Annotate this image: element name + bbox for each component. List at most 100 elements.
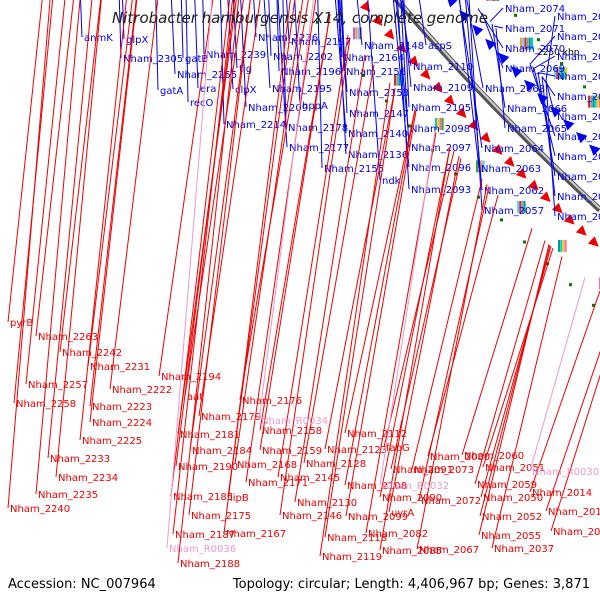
- feature-block: [476, 160, 478, 173]
- top-gene-label: Nham_2024: [557, 112, 600, 123]
- bottom-gene-label-leader: [478, 244, 550, 536]
- top-gene-label: ndk: [382, 176, 401, 187]
- bottom-gene-label-leader: [223, 0, 291, 534]
- feature-block: [480, 160, 483, 173]
- bottom-gene-label: Nham_2263: [38, 332, 98, 343]
- top-gene-label: Nham_2202: [273, 52, 333, 63]
- feature-block: [522, 37, 525, 50]
- forward-gene-arrow: [524, 79, 536, 92]
- bottom-gene-label-leader: [418, 186, 490, 501]
- top-gene-label: Nham_2148: [364, 41, 424, 52]
- forward-gene-arrow: [485, 38, 497, 51]
- bottom-gene-label: lipB: [230, 493, 249, 504]
- bottom-gene-label: Nham_2233: [50, 454, 110, 465]
- pseudo-gene-label-leader: [166, 0, 213, 549]
- feature-block: [554, 67, 556, 80]
- feature-block: [558, 67, 561, 80]
- feature-block: [517, 201, 519, 213]
- bottom-gene-label: Nham_2091: [393, 465, 453, 476]
- bottom-gene-label-leader: [172, 0, 233, 535]
- bottom-gene-label-leader: [87, 0, 133, 367]
- bottom-gene-label: Nham_2184: [192, 446, 252, 457]
- reverse-gene-arrow: [443, 94, 455, 106]
- bottom-gene-label: Nham_2119: [322, 552, 382, 563]
- feature-block: [528, 37, 531, 50]
- top-gene-label-leader: [489, 7, 504, 23]
- top-gene-label-leader: [491, 23, 506, 109]
- bottom-gene-label: aat: [187, 392, 203, 403]
- bottom-gene-label: Nham_2240: [10, 504, 70, 515]
- feature-block: [400, 73, 403, 86]
- bottom-gene-label-leader: [427, 195, 499, 457]
- top-gene-label: Nham_2026: [557, 72, 600, 83]
- top-gene-label-leader: [277, 0, 288, 148]
- top-gene-label-leader: [282, 0, 287, 128]
- top-gene-label-leader: [194, 0, 199, 89]
- bottom-gene-label: Nham_2112: [347, 429, 407, 440]
- pseudo-gene-label: Nham_R0030: [532, 467, 599, 478]
- top-gene-label: Nham_2029: [557, 32, 600, 43]
- bottom-gene-label: Nham_2235: [38, 490, 98, 501]
- bottom-gene-label-leader: [89, 0, 138, 423]
- tick-marker: [592, 303, 595, 307]
- reverse-gene-arrow: [515, 168, 527, 179]
- top-gene-label-leader: [338, 0, 343, 58]
- top-gene-label: Nham_2068: [485, 84, 545, 95]
- forward-gene-arrow: [576, 132, 588, 144]
- bottom-gene-label-leader: [35, 0, 74, 337]
- bottom-gene-label-leader: [177, 0, 240, 564]
- bottom-gene-label: Nham_2194: [161, 372, 221, 383]
- bottom-gene-label-leader: [109, 0, 159, 390]
- bottom-gene-label: Nham_2225: [82, 436, 142, 447]
- top-gene-label: Nham_2177: [289, 143, 349, 154]
- pseudo-gene-label-leader: [379, 131, 436, 486]
- top-gene-label: Nham_2066: [507, 104, 567, 115]
- top-gene-label: Nham_2025: [557, 92, 600, 103]
- top-gene-label: Nham_2074: [505, 4, 565, 15]
- reverse-gene-arrow: [479, 131, 491, 143]
- top-gene-label-leader: [276, 0, 280, 72]
- top-gene-label: recO: [190, 98, 214, 109]
- feature-block: [398, 73, 401, 86]
- feature-block: [564, 239, 567, 252]
- top-gene-label-leader: [493, 25, 504, 29]
- top-gene-label: anmK: [84, 33, 113, 44]
- top-gene-label: Nham_2156: [346, 67, 406, 78]
- tick-marker: [362, 73, 365, 77]
- top-gene-label-leader: [545, 15, 556, 81]
- bottom-gene-label-leader: [461, 228, 533, 456]
- feature-block: [560, 67, 563, 80]
- bottom-gene-label-leader: [345, 110, 417, 517]
- feature-block: [439, 118, 442, 130]
- forward-gene-arrow: [511, 66, 523, 78]
- top-gene-label-leader: [459, 0, 480, 169]
- top-gene-label-leader: [418, 0, 427, 46]
- feature-block: [486, 0, 488, 1]
- bottom-gene-label-leader: [344, 109, 416, 434]
- top-gene-label: Nham_2140: [348, 129, 408, 140]
- bottom-gene-label: Nham_2052: [482, 512, 542, 523]
- top-gene-label: Nham_2096: [411, 163, 471, 174]
- bottom-gene-label: Nham_2146: [282, 511, 342, 522]
- bottom-gene-label-leader: [245, 0, 317, 483]
- bottom-gene-label: Nham_2231: [90, 362, 150, 373]
- bottom-gene-label-leader: [344, 109, 416, 486]
- tick-marker: [569, 283, 572, 287]
- bottom-gene-label-leader: [388, 156, 460, 513]
- feature-block: [520, 37, 522, 50]
- tick-marker: [408, 124, 411, 128]
- top-gene-label: Nham_2064: [484, 144, 544, 155]
- bottom-gene-label: Nham_2050: [483, 493, 543, 504]
- bottom-gene-label-leader: [89, 0, 137, 407]
- bottom-gene-label: Nham_2187: [175, 530, 235, 541]
- bottom-gene-label-leader: [47, 0, 93, 459]
- pseudo-gene-label: Nham_R0034: [261, 416, 328, 427]
- feature-block: [558, 239, 560, 252]
- feature-block: [560, 239, 563, 252]
- bottom-gene-label: Nham_2014: [532, 488, 592, 499]
- bottom-gene-label-leader: [188, 0, 251, 516]
- top-gene-label-leader: [220, 0, 225, 125]
- feature-block: [494, 0, 497, 1]
- bottom-gene-label-leader: [294, 54, 366, 503]
- bottom-gene-label: Nham_2242: [62, 348, 122, 359]
